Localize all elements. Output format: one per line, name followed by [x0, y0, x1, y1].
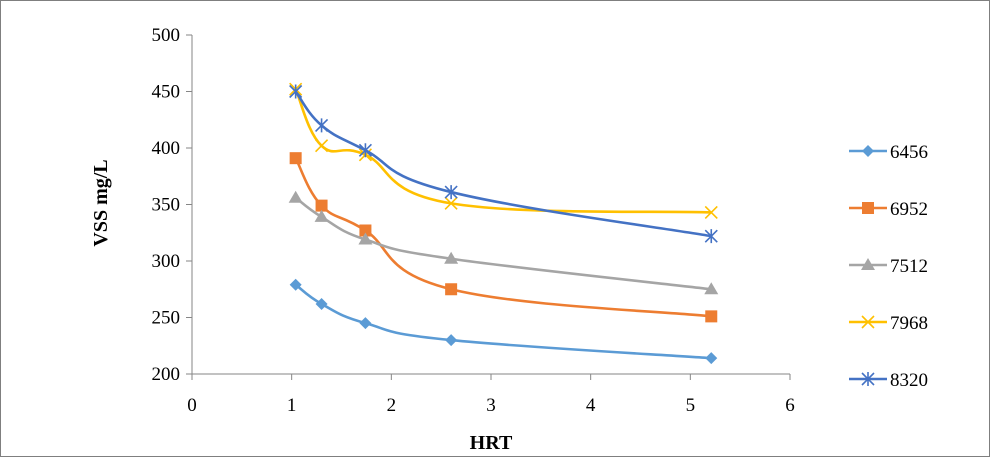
data-point	[444, 196, 458, 210]
legend-label: 6456	[890, 142, 928, 163]
data-point	[445, 334, 458, 347]
legend-item: 6456	[849, 142, 928, 163]
data-point	[705, 352, 718, 365]
legend-item: 8320	[849, 370, 928, 391]
x-tick-label: 2	[387, 395, 397, 416]
data-point	[315, 139, 329, 153]
legend-label: 7968	[890, 313, 928, 334]
legend-marker	[862, 202, 874, 214]
data-point	[314, 209, 329, 222]
data-point	[315, 297, 328, 310]
series-layer	[288, 82, 719, 365]
data-point	[445, 283, 458, 296]
x-tick-label: 5	[686, 395, 696, 416]
data-point	[704, 282, 719, 295]
series-line	[294, 88, 712, 214]
x-tick-label: 4	[586, 395, 596, 416]
series-7968	[289, 82, 718, 219]
data-point	[704, 205, 718, 219]
y-tick-label: 400	[152, 138, 181, 159]
data-point	[444, 185, 458, 200]
y-tick-label: 200	[152, 364, 181, 385]
legend-marker	[861, 315, 875, 329]
y-tick-label: 250	[152, 308, 181, 329]
series-line	[294, 283, 712, 360]
data-point	[358, 232, 373, 245]
data-point	[358, 143, 372, 158]
data-point	[705, 310, 718, 323]
legend: 6456 6952 7512 7968 8320	[849, 142, 928, 391]
data-point	[315, 118, 329, 133]
data-point	[444, 251, 459, 264]
x-tick-label: 3	[486, 395, 496, 416]
axes: 200 250 300 350 400 450 500 0 1 2 3 4 5 6	[152, 25, 795, 416]
legend-label: 7512	[890, 256, 928, 277]
series-6456	[289, 278, 718, 365]
y-tick-label: 350	[152, 195, 181, 216]
legend-marker	[861, 372, 875, 386]
series-line	[294, 90, 712, 238]
y-axis-title: VSS mg/L	[90, 159, 112, 246]
x-tick-label: 6	[785, 395, 795, 416]
data-point	[289, 278, 302, 291]
x-axis-title: HRT	[470, 432, 513, 454]
data-point	[359, 224, 372, 237]
data-point	[288, 190, 303, 203]
legend-item: 7512	[849, 256, 928, 277]
data-point	[704, 229, 718, 244]
legend-item: 6952	[849, 199, 928, 220]
x-tick-label: 0	[187, 395, 197, 416]
series-8320	[289, 84, 718, 244]
y-tick-label: 300	[152, 251, 181, 272]
legend-label: 6952	[890, 199, 928, 220]
legend-marker	[861, 258, 875, 270]
series-6952	[289, 152, 718, 323]
y-tick-label: 450	[152, 82, 181, 103]
data-point	[315, 199, 328, 212]
data-point	[289, 84, 303, 99]
x-tick-label: 1	[287, 395, 297, 416]
data-point	[289, 152, 302, 165]
legend-marker	[862, 145, 874, 157]
data-point	[359, 317, 372, 330]
series-7512	[288, 190, 719, 295]
legend-label: 8320	[890, 370, 928, 391]
legend-item: 7968	[849, 313, 928, 334]
y-tick-label: 500	[152, 25, 181, 46]
